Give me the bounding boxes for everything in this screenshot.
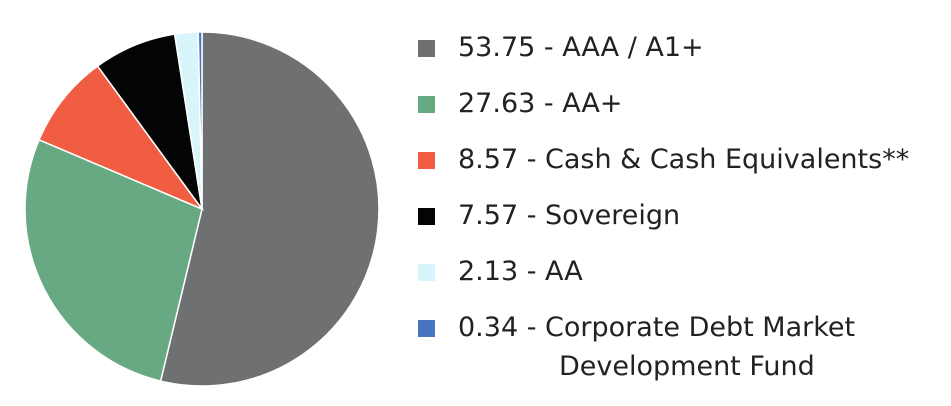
legend-label: 7.57 - Sovereign bbox=[458, 200, 681, 231]
legend-item: 0.34 - Corporate Debt Market Development … bbox=[418, 308, 909, 386]
legend-label: 0.34 - Corporate Debt Market bbox=[458, 312, 856, 343]
legend-item: 53.75 - AAA / A1+ bbox=[418, 28, 909, 67]
legend-label: 8.57 - Cash & Cash Equivalents** bbox=[458, 144, 910, 175]
pie-slice-5 bbox=[197, 31, 203, 210]
pie-slice-2 bbox=[38, 65, 205, 211]
legend-swatch bbox=[418, 96, 435, 113]
legend-swatch bbox=[418, 264, 435, 281]
legend-item: 2.13 - AA bbox=[418, 252, 909, 291]
legend-label: 2.13 - AA bbox=[458, 256, 583, 287]
legend-swatch bbox=[418, 40, 435, 57]
legend: 53.75 - AAA / A1+ 27.63 - AA+ 8.57 - Cash … bbox=[418, 28, 909, 403]
pie-slice-0 bbox=[159, 31, 380, 387]
legend-swatch bbox=[418, 152, 435, 169]
legend-item: 27.63 - AA+ bbox=[418, 84, 909, 123]
legend-swatch bbox=[418, 320, 435, 337]
legend-item: 7.57 - Sovereign bbox=[418, 196, 909, 235]
legend-label-continued: Development Fund bbox=[559, 351, 815, 382]
legend-swatch bbox=[418, 208, 435, 225]
legend-label: 27.63 - AA+ bbox=[458, 88, 623, 119]
legend-label: 53.75 - AAA / A1+ bbox=[458, 32, 704, 63]
pie-slice-1 bbox=[24, 138, 203, 383]
legend-item: 8.57 - Cash & Cash Equivalents** bbox=[418, 140, 909, 179]
pie-chart bbox=[24, 31, 380, 387]
